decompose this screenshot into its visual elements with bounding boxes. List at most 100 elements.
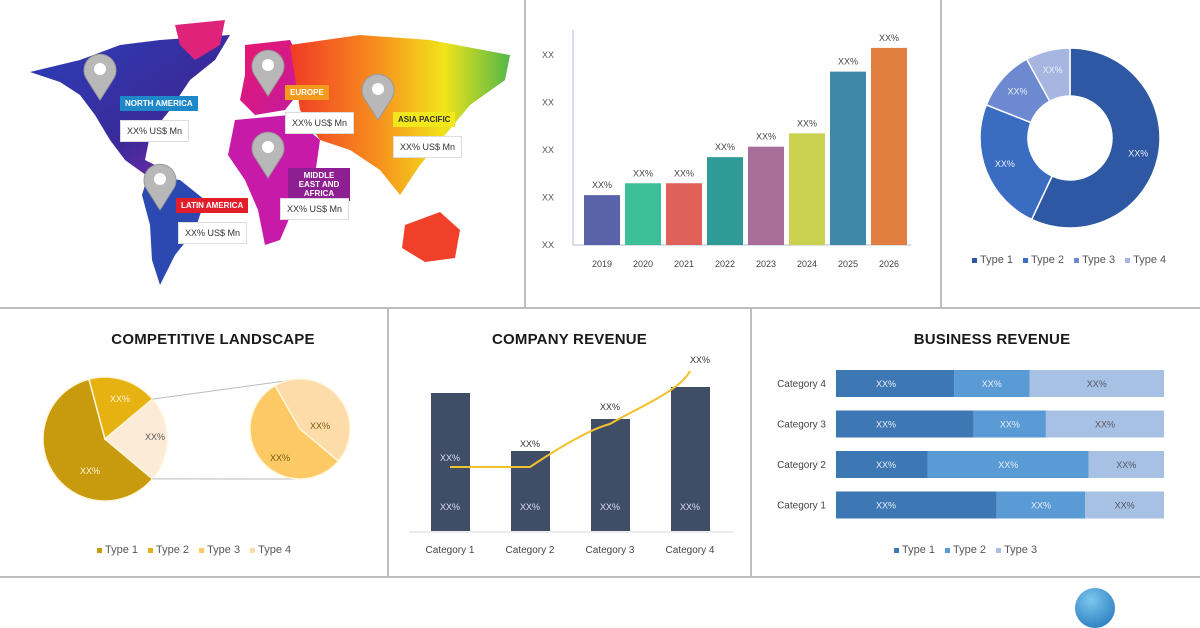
y-tick-label: XX <box>542 240 554 250</box>
legend-item: Type 3 <box>1074 254 1115 266</box>
x-tick-label: Category 4 <box>666 545 715 556</box>
x-tick-label: Category 3 <box>586 545 635 556</box>
data-label: XX% <box>1115 501 1135 511</box>
legend-item: Type 2 <box>148 544 189 556</box>
pin-hole <box>262 141 274 153</box>
legend-item: Type 4 <box>1125 254 1166 266</box>
data-label: XX% <box>674 168 694 178</box>
y-tick-label: Category 2 <box>777 460 826 471</box>
data-label: XX% <box>110 394 130 404</box>
y-tick-label: XX <box>542 50 554 60</box>
bar <box>707 157 743 245</box>
x-tick-label: Category 1 <box>426 545 475 556</box>
data-label: XX% <box>1095 420 1115 430</box>
pin-hole <box>262 59 274 71</box>
competitive-landscape-panel: COMPETITIVE LANDSCAPE XX%XX%XX%XX%XX% Ty… <box>0 309 387 576</box>
bar <box>666 183 702 245</box>
data-label: XX% <box>1000 420 1020 430</box>
bar <box>584 195 620 245</box>
data-label: XX% <box>1116 460 1136 470</box>
data-label: XX% <box>876 379 896 389</box>
x-tick-label: 2021 <box>674 259 694 269</box>
data-label: XX% <box>270 453 290 463</box>
data-label: XX% <box>1128 148 1148 158</box>
data-label: XX% <box>995 159 1015 169</box>
data-label: XX% <box>80 466 100 476</box>
bar <box>789 133 825 245</box>
data-label: XX% <box>633 168 653 178</box>
x-tick-label: 2023 <box>756 259 776 269</box>
region-label: MIDDLE EAST AND AFRICA <box>288 168 350 201</box>
data-label: XX% <box>876 420 896 430</box>
data-label: XX% <box>715 142 735 152</box>
data-label: XX% <box>797 118 817 128</box>
y-tick-label: XX <box>542 145 554 155</box>
x-tick-label: 2022 <box>715 259 735 269</box>
y-tick-label: XX <box>542 193 554 203</box>
bar <box>591 419 630 531</box>
line-label: XX% <box>690 355 710 365</box>
bar-label: XX% <box>680 502 700 512</box>
legend-item: Type 1 <box>972 254 1013 266</box>
legend-item: Type 3 <box>199 544 240 556</box>
data-label: XX% <box>838 57 858 67</box>
globe-logo <box>1075 588 1115 628</box>
region-value: XX% US$ Mn <box>178 222 247 244</box>
region-label: LATIN AMERICA <box>176 198 248 213</box>
bar <box>871 48 907 245</box>
y-tick-label: Category 3 <box>777 420 826 431</box>
data-label: XX% <box>876 501 896 511</box>
data-label: XX% <box>998 460 1018 470</box>
bar-segment <box>836 411 974 438</box>
region-label: NORTH AMERICA <box>120 96 198 111</box>
bar-label: XX% <box>600 502 620 512</box>
bar <box>830 72 866 245</box>
data-label: XX% <box>982 379 1002 389</box>
bar-segment <box>836 492 997 519</box>
y-tick-label: Category 1 <box>777 501 826 512</box>
bar-chart-canvas: XX XX XX XX XX XX% 2019 XX% 2020 XX% 2021 XX% 2022 XX… <box>526 0 940 307</box>
legend-item: Type 1 <box>894 544 935 556</box>
pin-hole <box>94 63 106 75</box>
legend-item: Type 1 <box>97 544 138 556</box>
x-tick-label: 2025 <box>838 259 858 269</box>
region-value: XX% US$ Mn <box>120 120 189 142</box>
line-label: XX% <box>600 402 620 412</box>
x-tick-label: 2024 <box>797 259 817 269</box>
pie-of-pie-canvas: XX% XX% XX% XX% XX% <box>0 309 387 576</box>
australia-shape <box>402 212 460 262</box>
data-label: XX% <box>1031 501 1051 511</box>
data-label: XX% <box>876 460 896 470</box>
y-tick-label: XX <box>542 98 554 108</box>
region-value: XX% US$ Mn <box>285 112 354 134</box>
x-tick-label: 2019 <box>592 259 612 269</box>
x-tick-label: 2020 <box>633 259 653 269</box>
x-tick-label: Category 2 <box>506 545 555 556</box>
bar-label: XX% <box>440 502 460 512</box>
data-label: XX% <box>756 132 776 142</box>
bar <box>625 183 661 245</box>
line-label: XX% <box>440 453 460 463</box>
region-value: XX% US$ Mn <box>280 198 349 220</box>
legend-item: Type 2 <box>945 544 986 556</box>
data-label: XX% <box>879 33 899 43</box>
bar-label: XX% <box>520 502 540 512</box>
y-tick-label: Category 4 <box>777 379 826 390</box>
x-tick-label: 2026 <box>879 259 899 269</box>
trend-line <box>450 371 690 467</box>
data-label: XX% <box>145 432 165 442</box>
pin-hole <box>372 83 384 95</box>
region-label: EUROPE <box>285 85 329 100</box>
data-label: XX% <box>1087 379 1107 389</box>
stacked-bar-canvas: Category 4 XX% XX% XX% Category 3 XX% XX% XX% Ca… <box>752 309 1200 576</box>
data-label: XX% <box>310 421 330 431</box>
divider <box>0 576 1200 578</box>
data-label: XX% <box>592 180 612 190</box>
year-bar-chart: XX XX XX XX XX XX% 2019 XX% 2020 XX% 2021 XX% 2022 XX… <box>526 0 940 307</box>
